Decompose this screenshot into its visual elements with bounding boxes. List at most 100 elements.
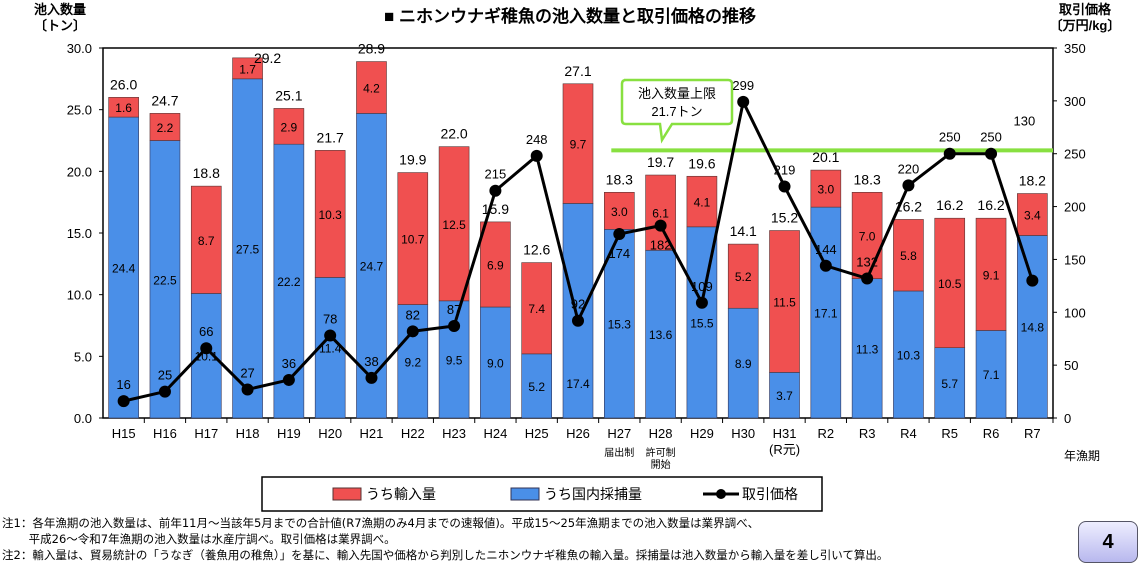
price-value-label: 220	[898, 161, 920, 176]
price-value-label: 248	[526, 132, 548, 147]
total-value-label: 18.3	[854, 171, 881, 187]
bar-domestic	[769, 372, 800, 419]
import-value-label: 9.1	[983, 268, 1000, 282]
import-value-label: 12.5	[442, 218, 466, 232]
import-value-label: 1.7	[239, 62, 256, 76]
x-tick-label: H17	[194, 426, 218, 441]
x-tick-label: R5	[941, 426, 958, 441]
limit-label: 池入数量上限	[638, 86, 716, 101]
bar-domestic	[645, 249, 676, 419]
domestic-value-label: 9.5	[446, 353, 463, 367]
bar-import	[934, 217, 966, 348]
domestic-value-label: 9.2	[404, 355, 421, 369]
bar-domestic	[149, 140, 181, 419]
y-tick-label: 30.0	[67, 41, 92, 56]
total-value-label: 18.3	[606, 171, 633, 187]
x-tick-label: H16	[153, 426, 177, 441]
price-point	[902, 179, 915, 192]
price-point	[530, 149, 543, 162]
bar-import	[521, 262, 552, 355]
y-tick-label: 10.0	[67, 288, 92, 303]
legend-label-price: 取引価格	[742, 486, 798, 502]
bar-import	[356, 61, 387, 114]
note-1-cont: 平成26～令和7年漁期の池入数量は水産庁調べ。取引価格は業界調べ。	[2, 532, 396, 546]
price-value-label: 215	[485, 167, 507, 182]
domestic-value-label: 8.9	[735, 357, 752, 371]
price-value-label: 299	[732, 78, 754, 93]
y2-tick-label: 200	[1064, 200, 1086, 215]
bar-import	[810, 169, 842, 208]
bar-import	[645, 174, 676, 251]
y2-tick-label: 250	[1064, 147, 1086, 162]
y-axis-label: 〔トン〕	[34, 18, 86, 33]
total-value-label: 21.7	[317, 129, 344, 145]
x-tick-label: H19	[277, 426, 301, 441]
y2-tick-label: 300	[1064, 94, 1086, 109]
bar-import	[562, 83, 594, 204]
price-point	[365, 371, 378, 384]
price-point	[200, 342, 213, 355]
bar-import	[108, 97, 139, 118]
total-value-label: 16.2	[936, 197, 963, 213]
price-point	[695, 296, 708, 309]
domestic-value-label: 11.3	[856, 342, 879, 356]
total-value-label: 28.9	[358, 41, 385, 57]
x-tick-label: H29	[690, 426, 714, 441]
x-sublabel: 開始	[651, 458, 671, 471]
legend-swatch-domestic	[510, 487, 540, 501]
y2-tick-label: 150	[1064, 252, 1086, 267]
note-2: 注2：輸入量は、貿易統計の「うなぎ（養魚用の稚魚）」を基に、輸入先国や価格から判…	[2, 548, 889, 562]
domestic-value-label: 14.8	[1021, 321, 1045, 335]
bar-domestic	[397, 304, 429, 419]
total-value-label: 19.6	[688, 155, 715, 171]
x-tick-label: H21	[360, 426, 384, 441]
bar-domestic	[727, 307, 759, 419]
x-tick-label: H27	[607, 426, 631, 441]
y-tick-label: 5.0	[74, 349, 92, 364]
price-value-label: 250	[980, 130, 1002, 145]
total-value-label: 24.7	[151, 92, 178, 108]
price-point	[778, 180, 791, 193]
x-tick-label: H23	[442, 426, 466, 441]
import-value-label: 3.0	[817, 183, 834, 197]
x-tick-label: H31	[773, 426, 797, 441]
x-tick-label: H24	[483, 426, 507, 441]
price-value-label: 174	[608, 246, 630, 261]
total-value-label: 27.1	[564, 63, 591, 79]
price-point	[819, 259, 832, 272]
domestic-value-label: 17.4	[566, 377, 590, 391]
price-point	[861, 272, 874, 285]
price-value-label: 182	[650, 238, 672, 253]
price-point	[117, 395, 130, 408]
chart: ■ ニホンウナギ稚魚の池入数量と取引価格の推移池入数量〔トン〕取引価格〔万円/k…	[34, 2, 1121, 512]
domestic-value-label: 11.4	[319, 342, 342, 356]
y2-tick-label: 350	[1064, 41, 1086, 56]
bar-domestic	[273, 143, 305, 419]
bar-domestic	[108, 116, 139, 419]
x-tick-label: R3	[859, 426, 876, 441]
import-value-label: 9.7	[570, 138, 587, 152]
domestic-value-label: 9.0	[487, 357, 504, 371]
bar-import	[314, 150, 346, 278]
total-value-label: 15.2	[771, 210, 798, 226]
bar-import	[975, 217, 1007, 331]
x-tick-label: H18	[236, 426, 260, 441]
x-tick-label: H28	[649, 426, 673, 441]
y2-axis-label: 〔万円/kg〕	[1050, 18, 1121, 33]
import-value-label: 6.1	[652, 207, 669, 221]
total-value-label: 16.2	[977, 197, 1004, 213]
bar-import	[232, 57, 263, 80]
limit-value-label: 21.7トン	[651, 104, 702, 119]
price-point	[985, 147, 998, 160]
price-value-label: 250	[939, 130, 961, 145]
total-value-label: 22.0	[440, 126, 467, 142]
price-value-label: 130	[1013, 114, 1035, 129]
x-tick-label: H15	[112, 426, 136, 441]
limit-callout	[620, 78, 734, 144]
total-value-label: 12.6	[523, 242, 550, 258]
price-value-label: 144	[815, 242, 837, 257]
price-point	[448, 320, 461, 333]
total-value-label: 26.0	[110, 76, 137, 92]
bar-import	[727, 243, 759, 309]
legend-label-import: うち輸入量	[366, 486, 436, 502]
